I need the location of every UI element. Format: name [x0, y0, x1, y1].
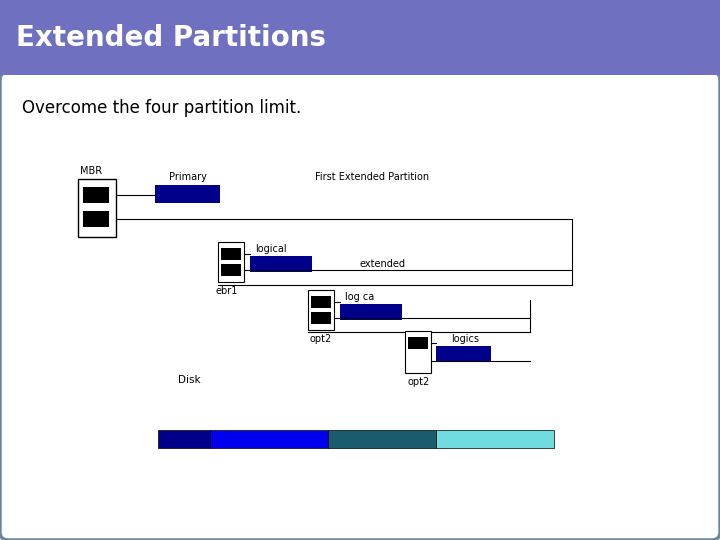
Text: opt2: opt2 [407, 377, 429, 387]
Bar [210, 430, 328, 448]
Bar [83, 187, 109, 203]
Text: log ca: log ca [345, 292, 374, 302]
Text: extended: extended [360, 259, 406, 269]
Bar [340, 304, 402, 320]
Bar [78, 179, 116, 237]
FancyBboxPatch shape [0, 72, 720, 540]
Bar [83, 211, 109, 227]
Bar [311, 296, 331, 308]
Text: opt2: opt2 [310, 334, 332, 344]
Text: logical: logical [255, 244, 287, 254]
Text: Disk: Disk [178, 375, 201, 385]
Bar [436, 346, 491, 362]
Text: MBR: MBR [80, 166, 102, 176]
Text: Extended Partitions: Extended Partitions [16, 24, 326, 52]
Bar [155, 185, 220, 203]
Text: First Extended Partition: First Extended Partition [315, 172, 429, 182]
Bar [158, 430, 210, 448]
Bar [328, 430, 436, 448]
Text: Primary: Primary [168, 172, 207, 182]
Bar [221, 248, 241, 260]
FancyBboxPatch shape [0, 0, 720, 75]
Bar [308, 290, 334, 330]
Bar [436, 430, 554, 448]
Bar [218, 242, 244, 282]
Text: ebr1: ebr1 [216, 286, 238, 296]
Bar [311, 312, 331, 324]
Text: logics: logics [451, 334, 479, 344]
Bar [408, 337, 428, 349]
Bar [250, 256, 312, 272]
Bar [221, 264, 241, 276]
Bar [405, 331, 431, 373]
Text: Overcome the four partition limit.: Overcome the four partition limit. [22, 99, 301, 117]
